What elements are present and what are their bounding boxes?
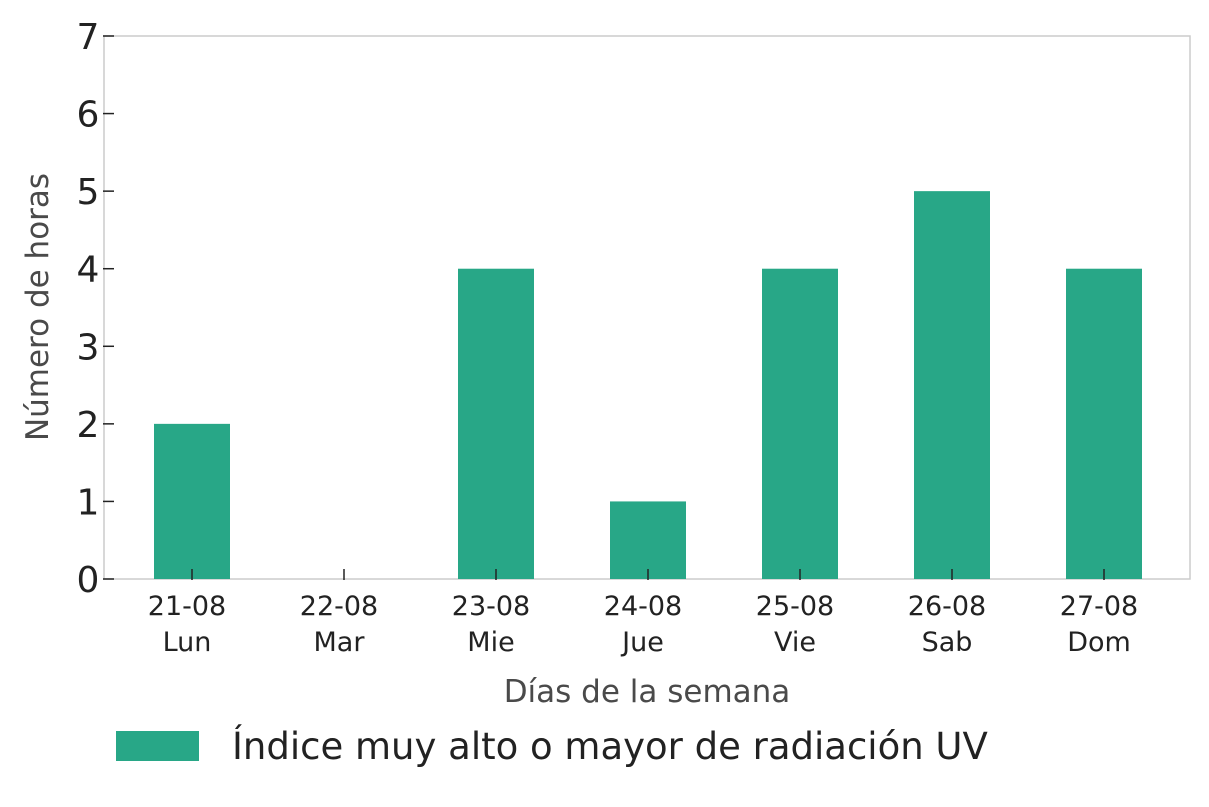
x-tick-label-day-mar: Mar xyxy=(314,627,366,658)
bar-25-08 xyxy=(762,268,838,579)
x-axis-title: Días de la semana xyxy=(504,674,791,710)
x-tick-label-day-dom: Dom xyxy=(1067,627,1131,658)
x-tick-label-date-27-08: 27-08 xyxy=(1060,591,1138,622)
x-tick-label-date-21-08: 21-08 xyxy=(148,591,226,622)
y-tick-label-6: 6 xyxy=(77,95,100,136)
x-tick-label-day-sab: Sab xyxy=(922,627,973,658)
y-axis: 0 1 2 3 4 5 6 7 xyxy=(77,17,114,601)
x-tick-label-day-jue: Jue xyxy=(620,627,664,658)
x-tick-label-day-lun: Lun xyxy=(163,627,212,658)
y-axis-title: Número de horas xyxy=(20,173,56,441)
bar-21-08 xyxy=(154,423,230,579)
legend: Índice muy alto o mayor de radiación UV xyxy=(116,724,988,768)
bar-23-08 xyxy=(458,268,534,579)
x-tick-label-date-22-08: 22-08 xyxy=(300,591,378,622)
x-tick-label-day-vie: Vie xyxy=(774,627,816,658)
x-tick-label-date-24-08: 24-08 xyxy=(604,591,682,622)
y-tick-label-7: 7 xyxy=(77,17,100,58)
x-tick-label-date-25-08: 25-08 xyxy=(756,591,834,622)
y-tick-label-1: 1 xyxy=(77,482,100,523)
bar-27-08 xyxy=(1066,268,1142,579)
legend-label: Índice muy alto o mayor de radiación UV xyxy=(232,724,988,768)
y-tick-label-0: 0 xyxy=(77,560,100,601)
x-axis: 21-08 Lun 22-08 Mar 23-08 Mie 24-08 Jue 25-08 Vie… xyxy=(148,569,1138,658)
y-tick-label-3: 3 xyxy=(77,327,100,368)
bars-group xyxy=(154,191,1142,579)
x-tick-label-date-23-08: 23-08 xyxy=(452,591,530,622)
plot-area-frame xyxy=(103,35,1191,580)
bar-26-08 xyxy=(914,191,990,579)
x-tick-label-day-mie: Mie xyxy=(467,627,514,658)
bar-24-08 xyxy=(610,501,686,579)
y-tick-label-5: 5 xyxy=(77,172,100,213)
legend-swatch xyxy=(116,731,199,761)
x-tick-label-date-26-08: 26-08 xyxy=(908,591,986,622)
y-tick-label-2: 2 xyxy=(77,405,100,446)
y-tick-label-4: 4 xyxy=(77,250,100,291)
